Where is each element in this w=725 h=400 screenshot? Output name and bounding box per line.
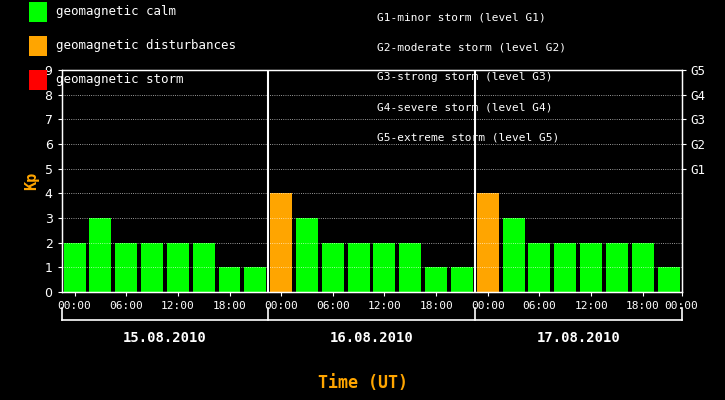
Bar	[451, 267, 473, 292]
Bar	[89, 218, 112, 292]
Bar	[631, 243, 654, 292]
Bar	[658, 267, 679, 292]
Bar	[606, 243, 628, 292]
Text: Time (UT): Time (UT)	[318, 374, 407, 392]
Text: 15.08.2010: 15.08.2010	[123, 331, 207, 345]
Text: G4-severe storm (level G4): G4-severe storm (level G4)	[377, 102, 552, 112]
Bar	[502, 218, 525, 292]
Bar	[555, 243, 576, 292]
Y-axis label: Kp: Kp	[24, 172, 39, 190]
Bar	[244, 267, 266, 292]
Bar	[348, 243, 370, 292]
Bar	[529, 243, 550, 292]
Bar	[64, 243, 86, 292]
Bar	[322, 243, 344, 292]
Text: geomagnetic disturbances: geomagnetic disturbances	[56, 40, 236, 52]
Bar	[167, 243, 188, 292]
Text: geomagnetic storm: geomagnetic storm	[56, 74, 183, 86]
Bar	[218, 267, 241, 292]
Bar	[399, 243, 421, 292]
Bar	[141, 243, 163, 292]
Bar	[270, 193, 292, 292]
Text: G2-moderate storm (level G2): G2-moderate storm (level G2)	[377, 42, 566, 52]
Bar	[373, 243, 395, 292]
Text: 17.08.2010: 17.08.2010	[536, 331, 620, 345]
Bar	[425, 267, 447, 292]
Bar	[193, 243, 215, 292]
Bar	[477, 193, 499, 292]
Text: G3-strong storm (level G3): G3-strong storm (level G3)	[377, 72, 552, 82]
Bar	[580, 243, 602, 292]
Bar	[296, 218, 318, 292]
Bar	[115, 243, 137, 292]
Text: 16.08.2010: 16.08.2010	[330, 331, 413, 345]
Text: geomagnetic calm: geomagnetic calm	[56, 6, 176, 18]
Text: G5-extreme storm (level G5): G5-extreme storm (level G5)	[377, 132, 559, 142]
Text: G1-minor storm (level G1): G1-minor storm (level G1)	[377, 12, 546, 22]
